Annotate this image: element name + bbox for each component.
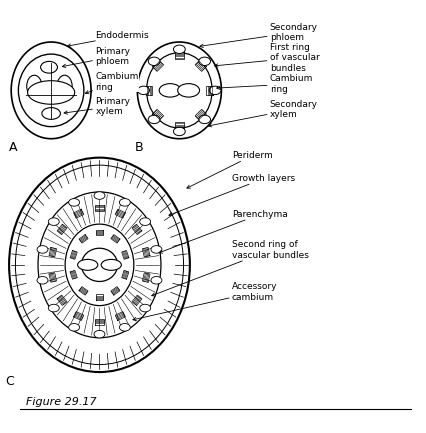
Ellipse shape xyxy=(69,323,80,331)
Ellipse shape xyxy=(159,84,181,97)
Ellipse shape xyxy=(37,277,48,284)
Text: A: A xyxy=(9,141,17,154)
Text: Second ring of
vascular bundles: Second ring of vascular bundles xyxy=(152,240,309,296)
Text: B: B xyxy=(135,141,144,154)
Ellipse shape xyxy=(48,218,59,226)
Ellipse shape xyxy=(15,165,184,365)
Text: C: C xyxy=(5,375,14,388)
Ellipse shape xyxy=(37,246,48,253)
Text: Parenchyma: Parenchyma xyxy=(159,210,288,253)
Ellipse shape xyxy=(94,330,105,338)
Text: Primary
phloem: Primary phloem xyxy=(62,47,130,68)
Ellipse shape xyxy=(147,53,212,128)
Ellipse shape xyxy=(140,218,151,226)
Ellipse shape xyxy=(140,304,151,312)
Text: Endodermis: Endodermis xyxy=(67,31,149,47)
Ellipse shape xyxy=(138,86,150,94)
Ellipse shape xyxy=(101,259,121,270)
Ellipse shape xyxy=(178,84,199,97)
Ellipse shape xyxy=(148,57,160,65)
Ellipse shape xyxy=(11,42,91,139)
Ellipse shape xyxy=(81,248,118,281)
Text: Accessory
cambium: Accessory cambium xyxy=(133,282,277,321)
Ellipse shape xyxy=(27,75,42,97)
Ellipse shape xyxy=(48,304,59,312)
Ellipse shape xyxy=(38,192,161,338)
Text: Periderm: Periderm xyxy=(187,151,273,188)
Ellipse shape xyxy=(40,61,58,73)
Ellipse shape xyxy=(151,277,162,284)
Ellipse shape xyxy=(148,115,160,123)
Ellipse shape xyxy=(199,57,210,65)
Text: Secondary
xylem: Secondary xylem xyxy=(208,100,318,127)
Text: First ring
of vascular
bundles: First ring of vascular bundles xyxy=(215,43,320,73)
Ellipse shape xyxy=(137,42,222,139)
Ellipse shape xyxy=(42,108,60,120)
Ellipse shape xyxy=(18,54,84,126)
Ellipse shape xyxy=(69,199,80,206)
Text: Cambium
ring: Cambium ring xyxy=(85,72,138,94)
Text: Figure 29.17: Figure 29.17 xyxy=(26,397,97,407)
Text: Cambium
ring: Cambium ring xyxy=(217,74,313,94)
Text: Primary
xylem: Primary xylem xyxy=(64,97,130,116)
Ellipse shape xyxy=(119,199,130,206)
Ellipse shape xyxy=(57,75,72,97)
Ellipse shape xyxy=(28,81,75,104)
Ellipse shape xyxy=(9,158,190,372)
Ellipse shape xyxy=(119,323,130,331)
Ellipse shape xyxy=(199,115,210,123)
Ellipse shape xyxy=(151,246,162,253)
Text: Secondary
phloem: Secondary phloem xyxy=(200,23,318,48)
Ellipse shape xyxy=(94,192,105,199)
Text: Growth layers: Growth layers xyxy=(169,174,295,216)
Ellipse shape xyxy=(173,127,185,136)
Ellipse shape xyxy=(209,86,221,94)
Ellipse shape xyxy=(78,259,98,270)
Ellipse shape xyxy=(173,45,185,54)
Ellipse shape xyxy=(65,224,134,306)
